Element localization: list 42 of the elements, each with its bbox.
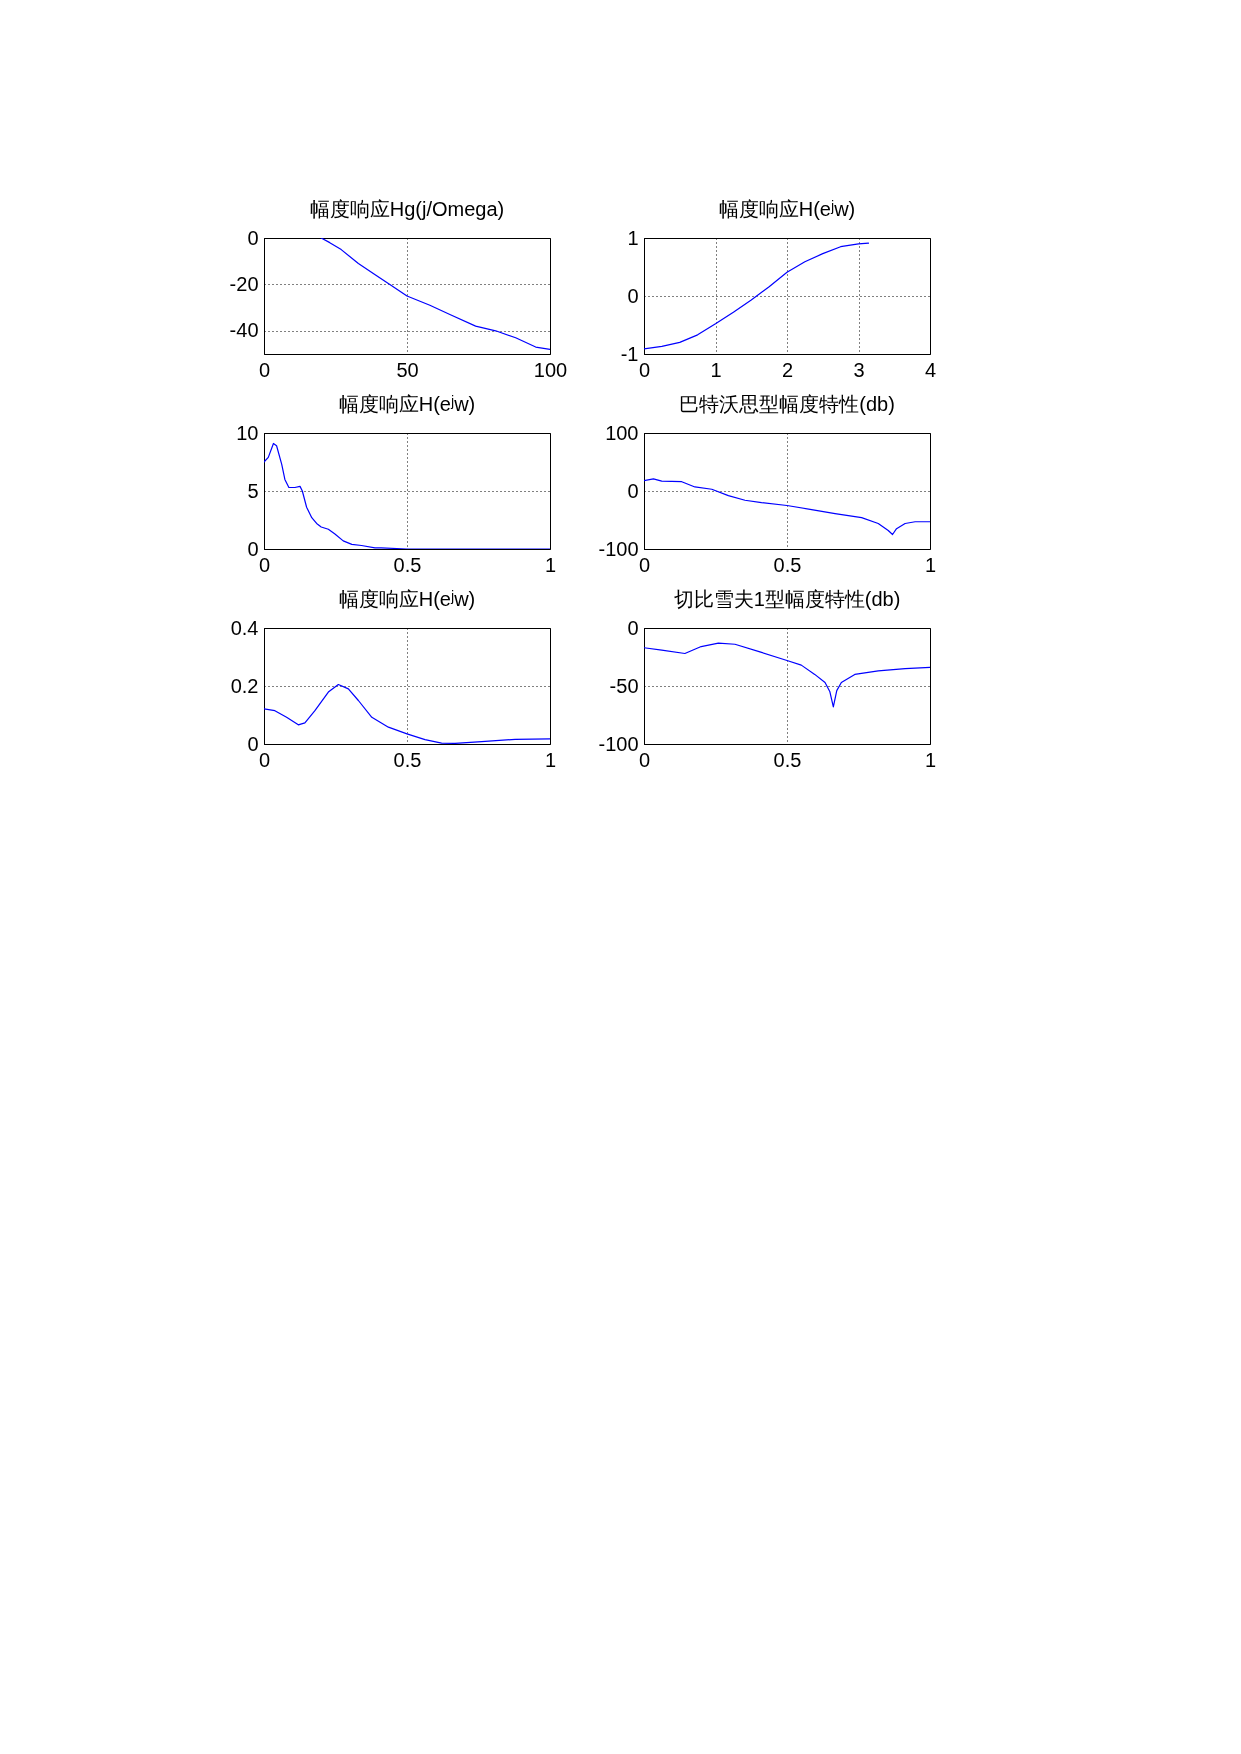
chart-title: 巴特沃思型幅度特性(db)	[679, 393, 895, 415]
x-tick-label: 100	[533, 358, 568, 381]
y-tick-label: -100	[598, 537, 639, 560]
line-series	[320, 238, 550, 350]
y-tick-label: 100	[605, 421, 639, 444]
x-tick-label: 0.5	[393, 748, 422, 771]
y-tick-label: 0	[247, 732, 259, 755]
y-tick-label: -1	[620, 342, 639, 365]
chart-title: 幅度响应H(eʲw)	[718, 198, 856, 220]
y-tick-label: 1	[627, 226, 639, 249]
x-tick-label: 0.5	[773, 553, 802, 576]
y-tick-label: -40	[229, 319, 259, 342]
x-tick-label: 1	[544, 553, 557, 576]
y-tick-label: 0	[627, 616, 639, 639]
chart-title: 幅度响应H(eʲw)	[338, 393, 476, 415]
x-tick-label: 1	[924, 748, 937, 771]
y-tick-label: 0	[247, 537, 259, 560]
y-tick-label: 0.2	[230, 674, 259, 697]
y-tick-label: -100	[598, 732, 639, 755]
x-tick-label: 0.5	[773, 748, 802, 771]
y-tick-label: 0	[627, 479, 639, 502]
x-tick-label: 1	[544, 748, 557, 771]
y-tick-label: 5	[247, 479, 259, 502]
y-tick-label: 0.4	[230, 616, 259, 639]
x-tick-label: 3	[853, 358, 865, 381]
x-tick-label: 0.5	[393, 553, 422, 576]
line-series	[644, 642, 930, 708]
x-tick-label: 1	[710, 358, 722, 381]
chart-title: 幅度响应H(eʲw)	[338, 588, 476, 610]
y-tick-label: 10	[236, 421, 259, 444]
x-tick-label: 50	[396, 358, 419, 381]
x-tick-label: 1	[924, 553, 937, 576]
chart-title: 切比雪夫1型幅度特性(db)	[673, 588, 901, 610]
x-tick-label: 4	[924, 358, 937, 381]
y-tick-label: -20	[229, 272, 259, 295]
line-series	[644, 242, 870, 350]
chart-title: 幅度响应Hg(j/Omega)	[309, 198, 505, 220]
y-tick-label: 0	[247, 226, 259, 249]
y-tick-label: 0	[627, 284, 639, 307]
x-tick-label: 2	[781, 358, 794, 381]
y-tick-label: -50	[609, 674, 639, 697]
line-series	[644, 478, 930, 536]
